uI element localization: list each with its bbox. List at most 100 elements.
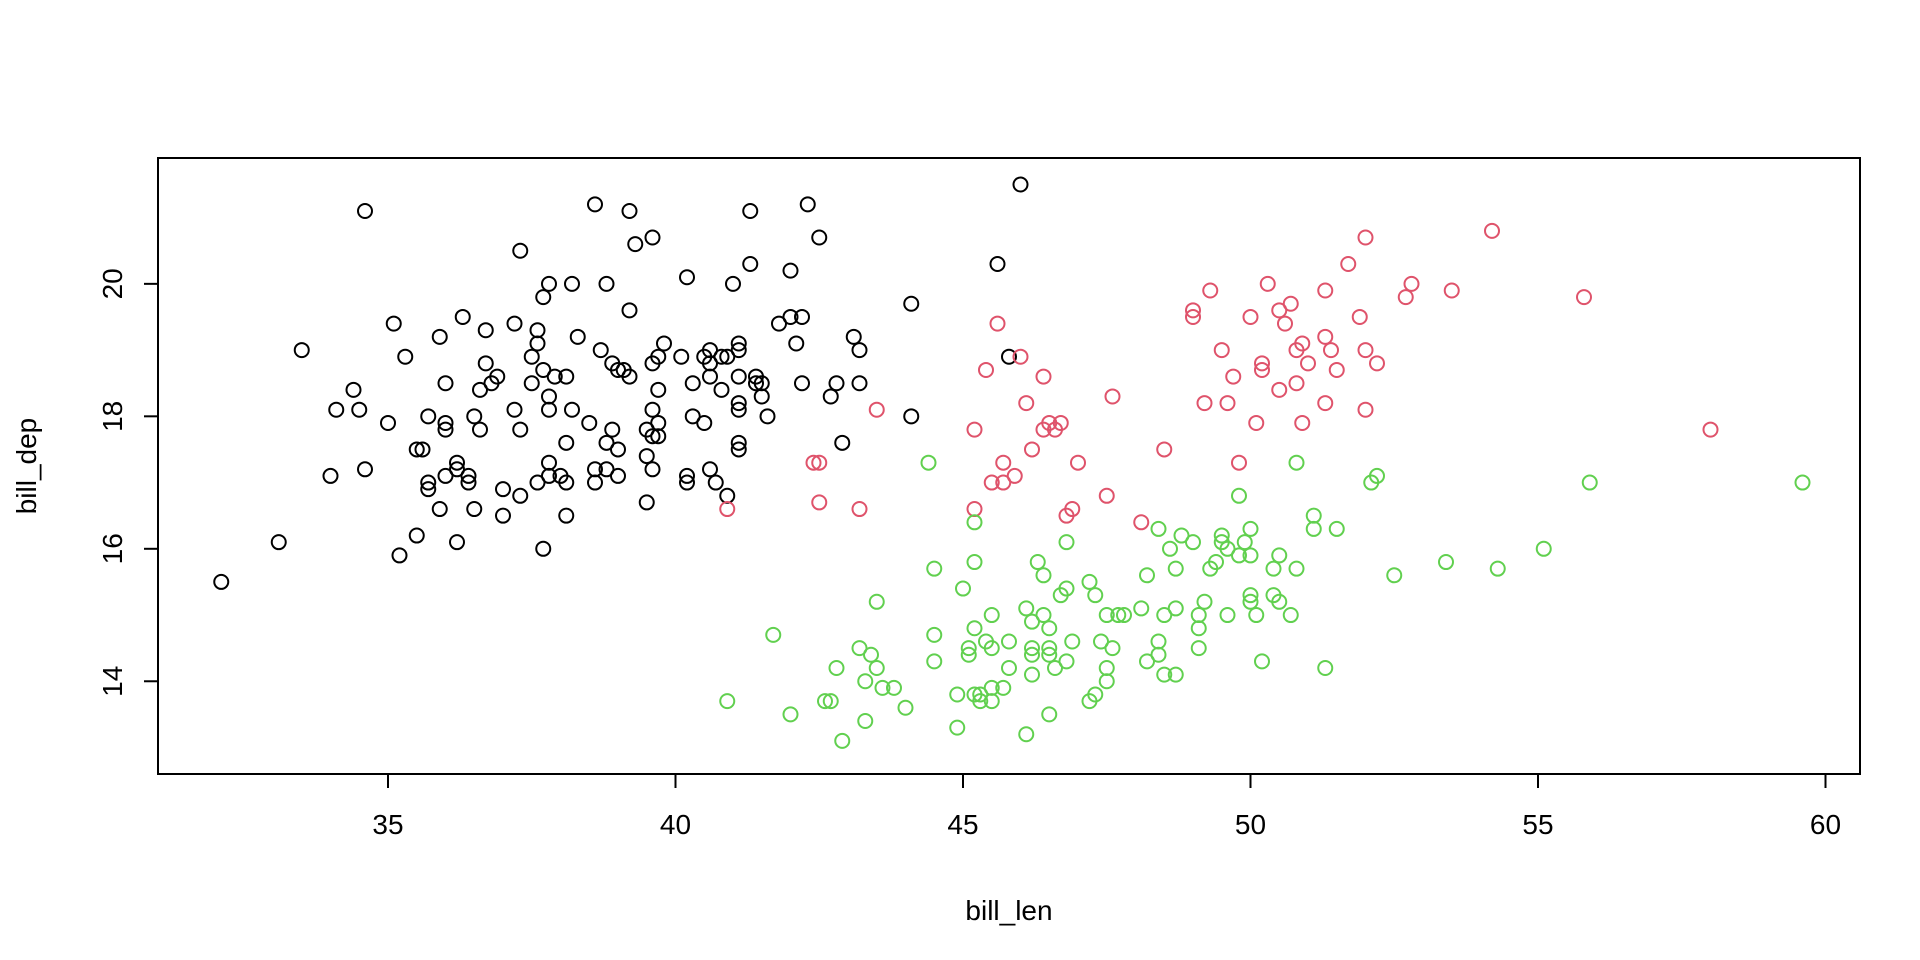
data-point	[598, 434, 615, 451]
data-point	[713, 348, 730, 365]
data-point	[874, 679, 891, 696]
x-tick-label: 55	[1522, 809, 1553, 840]
data-point	[1167, 666, 1184, 683]
data-point	[1064, 501, 1081, 518]
y-tick-label: 18	[97, 401, 128, 432]
data-point	[1196, 395, 1213, 412]
data-point	[730, 335, 747, 352]
data-point	[799, 196, 816, 213]
data-point	[1087, 686, 1104, 703]
data-point	[995, 474, 1012, 491]
data-point	[437, 375, 454, 392]
data-point	[1185, 308, 1201, 325]
data-point	[1098, 487, 1115, 504]
data-point	[1271, 547, 1288, 564]
data-point	[1357, 401, 1374, 418]
data-points	[213, 176, 1811, 749]
data-point	[995, 454, 1012, 471]
data-point	[1208, 554, 1224, 571]
data-point	[1041, 646, 1058, 663]
data-point	[989, 315, 1006, 332]
data-point	[1213, 342, 1230, 359]
data-point	[420, 481, 437, 498]
data-point	[1357, 229, 1374, 246]
data-point	[477, 322, 494, 339]
data-point	[644, 428, 661, 445]
data-point	[1064, 633, 1081, 650]
data-point	[926, 653, 943, 670]
data-point	[983, 607, 1000, 624]
data-point	[1041, 640, 1058, 657]
data-point	[960, 640, 977, 657]
data-point	[730, 395, 747, 412]
data-point	[719, 348, 736, 365]
data-point	[454, 308, 471, 325]
data-point	[983, 640, 1000, 657]
data-point	[679, 467, 695, 484]
data-point	[983, 679, 1000, 696]
data-point	[966, 421, 983, 438]
data-point	[1231, 454, 1247, 471]
data-point	[1035, 607, 1052, 624]
data-point	[512, 242, 529, 259]
data-point	[1093, 633, 1109, 650]
data-point	[650, 348, 667, 365]
data-point	[1288, 454, 1305, 471]
data-point	[811, 494, 828, 511]
data-point	[1484, 222, 1500, 239]
data-point	[1794, 474, 1811, 491]
data-point	[679, 269, 695, 286]
data-point	[1133, 514, 1150, 531]
data-point	[495, 507, 511, 524]
data-point	[926, 626, 943, 643]
data-point	[489, 368, 506, 385]
data-point	[213, 573, 230, 590]
data-point	[684, 375, 701, 392]
data-point	[983, 474, 1000, 491]
data-point	[1386, 567, 1403, 584]
data-point	[541, 275, 557, 292]
data-point	[1351, 308, 1368, 325]
data-point	[851, 342, 868, 359]
data-point	[811, 454, 828, 471]
data-point	[1219, 540, 1236, 557]
data-point	[1231, 547, 1247, 564]
x-axis-label: bill_len	[965, 895, 1052, 926]
data-point	[414, 441, 431, 458]
data-point	[1271, 593, 1288, 610]
data-point	[1231, 487, 1247, 504]
data-point	[1317, 660, 1334, 677]
data-point	[1576, 289, 1592, 306]
data-point	[587, 474, 603, 491]
data-point	[966, 501, 983, 518]
data-point	[730, 434, 747, 451]
data-point	[1190, 640, 1207, 657]
data-point	[604, 421, 621, 438]
data-point	[621, 302, 638, 319]
data-point	[638, 448, 655, 465]
data-point	[886, 679, 902, 696]
data-point	[1305, 507, 1322, 524]
data-point	[719, 487, 736, 504]
data-point	[564, 275, 580, 292]
data-point	[759, 408, 776, 425]
data-point	[1242, 308, 1259, 325]
data-point	[1535, 540, 1552, 557]
data-point	[713, 381, 730, 398]
data-point	[437, 421, 454, 438]
data-point	[857, 673, 874, 690]
data-point	[788, 335, 805, 352]
data-point	[598, 275, 615, 292]
data-point	[702, 342, 718, 359]
data-point	[512, 487, 529, 504]
x-tick-label: 50	[1235, 809, 1266, 840]
data-point	[1213, 527, 1230, 544]
data-point	[955, 580, 971, 597]
data-point	[472, 421, 488, 438]
data-point	[1116, 607, 1132, 624]
data-point	[903, 295, 920, 312]
data-point	[1219, 607, 1236, 624]
data-point	[1098, 660, 1115, 677]
data-point	[644, 461, 661, 478]
data-point	[546, 368, 563, 385]
